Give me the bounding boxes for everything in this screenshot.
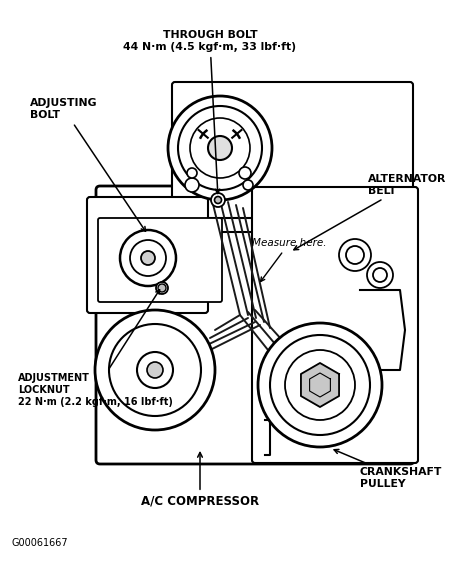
- FancyBboxPatch shape: [87, 197, 208, 313]
- Circle shape: [185, 178, 199, 192]
- Circle shape: [367, 262, 393, 288]
- Circle shape: [346, 246, 364, 264]
- Text: ALTERNATOR
BELT: ALTERNATOR BELT: [294, 174, 447, 250]
- Circle shape: [239, 167, 251, 179]
- Circle shape: [187, 168, 197, 178]
- Text: A/C COMPRESSOR: A/C COMPRESSOR: [141, 452, 259, 508]
- Circle shape: [373, 268, 387, 282]
- Text: Measure here.: Measure here.: [252, 238, 327, 281]
- Circle shape: [258, 323, 382, 447]
- FancyBboxPatch shape: [252, 187, 418, 463]
- Circle shape: [141, 251, 155, 265]
- Circle shape: [137, 352, 173, 388]
- Circle shape: [211, 193, 225, 207]
- Text: CRANKSHAFT
PULLEY: CRANKSHAFT PULLEY: [334, 449, 442, 489]
- Circle shape: [109, 324, 201, 416]
- Circle shape: [147, 362, 163, 378]
- Circle shape: [270, 335, 370, 435]
- FancyBboxPatch shape: [98, 218, 222, 302]
- Circle shape: [95, 310, 215, 430]
- Text: G00061667: G00061667: [12, 538, 69, 548]
- FancyBboxPatch shape: [172, 82, 413, 218]
- Text: THROUGH BOLT
44 N·m (4.5 kgf·m, 33 lbf·ft): THROUGH BOLT 44 N·m (4.5 kgf·m, 33 lbf·f…: [124, 31, 297, 194]
- Circle shape: [130, 240, 166, 276]
- FancyBboxPatch shape: [96, 186, 414, 464]
- Circle shape: [190, 118, 250, 178]
- Circle shape: [339, 239, 371, 271]
- Circle shape: [156, 282, 168, 294]
- Circle shape: [215, 196, 221, 204]
- Circle shape: [285, 350, 355, 420]
- Circle shape: [158, 284, 166, 292]
- Circle shape: [243, 180, 253, 190]
- Circle shape: [168, 96, 272, 200]
- Circle shape: [120, 230, 176, 286]
- Text: ADJUSTMENT
LOCKNUT
22 N·m (2.2 kgf·m, 16 lbf·ft): ADJUSTMENT LOCKNUT 22 N·m (2.2 kgf·m, 16…: [18, 290, 173, 406]
- Polygon shape: [301, 363, 339, 407]
- Circle shape: [208, 136, 232, 160]
- Text: ADJUSTING
BOLT: ADJUSTING BOLT: [30, 98, 146, 231]
- Circle shape: [178, 106, 262, 190]
- FancyBboxPatch shape: [176, 88, 410, 232]
